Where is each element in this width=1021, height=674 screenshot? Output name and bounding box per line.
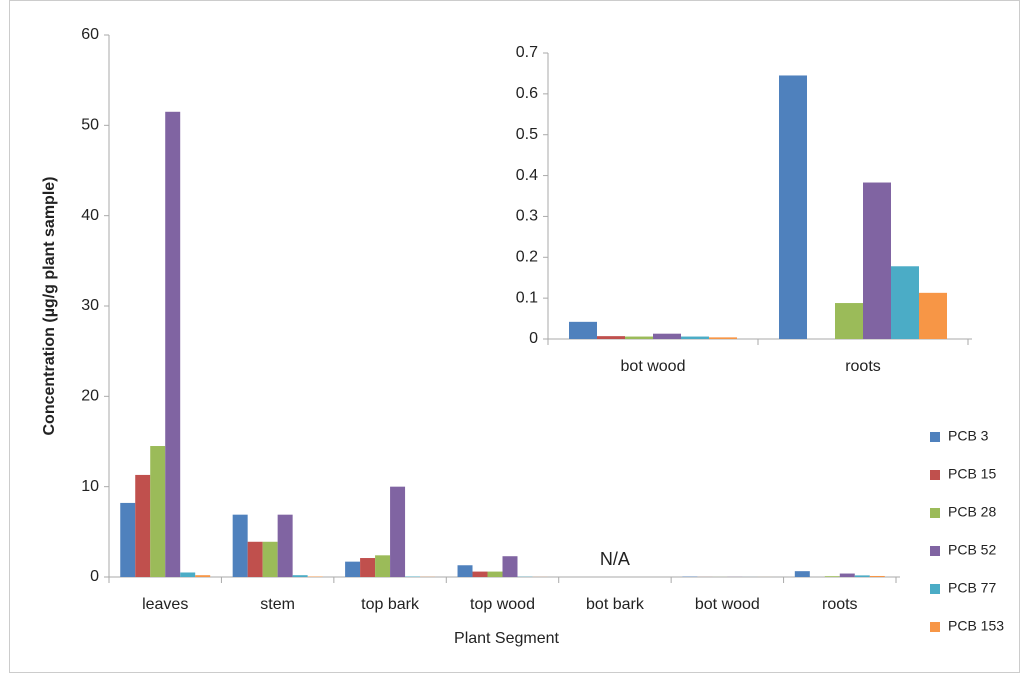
y-tick-label: 0.3 — [516, 208, 538, 225]
bar — [375, 555, 391, 577]
bar — [597, 336, 625, 339]
x-tick-label: bot wood — [621, 358, 686, 375]
bar — [794, 571, 810, 577]
y-tick-label: 40 — [81, 207, 99, 224]
x-tick-label: bot wood — [695, 596, 760, 613]
y-tick-label: 0 — [529, 330, 538, 347]
legend-swatch — [930, 432, 940, 442]
x-tick-label: top wood — [470, 596, 535, 613]
legend-label: PCB 77 — [948, 580, 996, 596]
x-axis-label: Plant Segment — [454, 630, 560, 647]
x-tick-label: roots — [822, 596, 858, 613]
y-tick-label: 0 — [90, 568, 99, 585]
x-tick-label: leaves — [142, 596, 188, 613]
bar — [891, 266, 919, 339]
bar — [709, 337, 737, 339]
bar — [390, 486, 406, 577]
bar — [232, 514, 248, 577]
bar — [502, 556, 518, 577]
bar — [487, 571, 503, 577]
legend-label: PCB 3 — [948, 428, 989, 444]
bar — [180, 572, 196, 577]
bar — [625, 336, 653, 339]
y-tick-label: 10 — [81, 478, 99, 495]
legend-swatch — [930, 470, 940, 480]
bar — [262, 541, 278, 577]
bar — [457, 565, 473, 577]
annotation: N/A — [600, 549, 630, 569]
bar — [653, 333, 681, 339]
y-tick-label: 0.4 — [516, 167, 538, 184]
bar — [360, 558, 376, 577]
bar — [195, 575, 211, 577]
bar — [135, 474, 151, 577]
y-axis-label: Concentration (µg/g plant sample) — [41, 176, 58, 435]
y-tick-label: 0.1 — [516, 289, 538, 306]
bar — [839, 573, 855, 577]
y-tick-label: 30 — [81, 297, 99, 314]
legend-label: PCB 28 — [948, 504, 996, 520]
x-tick-label: top bark — [361, 596, 420, 613]
bar — [150, 446, 166, 577]
bar — [919, 292, 947, 339]
x-tick-label: bot bark — [586, 596, 645, 613]
legend-label: PCB 15 — [948, 466, 996, 482]
legend-swatch — [930, 546, 940, 556]
bar — [472, 571, 488, 577]
legend-swatch — [930, 622, 940, 632]
y-tick-label: 50 — [81, 117, 99, 134]
y-tick-label: 20 — [81, 388, 99, 405]
y-tick-label: 0.6 — [516, 85, 538, 102]
bar — [779, 75, 807, 339]
x-tick-label: stem — [260, 596, 295, 613]
x-tick-label: roots — [845, 358, 881, 375]
y-tick-label: 0.7 — [516, 44, 538, 61]
legend-label: PCB 52 — [948, 542, 996, 558]
bar — [863, 182, 891, 339]
bar — [345, 561, 361, 577]
bar — [165, 111, 181, 578]
bar — [277, 514, 293, 577]
bar — [292, 575, 308, 577]
y-tick-label: 0.2 — [516, 249, 538, 266]
legend-swatch — [930, 584, 940, 594]
legend-swatch — [930, 508, 940, 518]
y-tick-label: 0.5 — [516, 126, 538, 143]
bar — [835, 303, 863, 339]
y-tick-label: 60 — [81, 26, 99, 43]
bar — [247, 541, 263, 577]
bar — [569, 321, 597, 339]
bar — [854, 575, 870, 577]
bar — [681, 336, 709, 339]
legend-label: PCB 153 — [948, 618, 1004, 634]
bar — [120, 502, 136, 577]
bar — [869, 575, 885, 577]
bar — [824, 576, 840, 577]
